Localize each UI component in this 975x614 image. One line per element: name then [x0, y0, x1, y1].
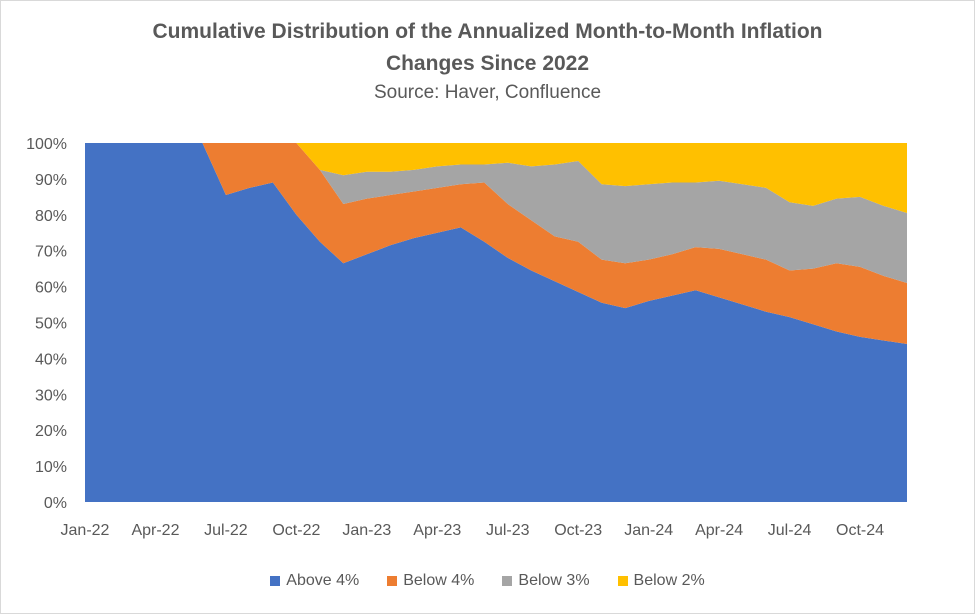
- y-tick-label: 10%: [35, 459, 67, 476]
- x-tick-label: Apr-22: [131, 522, 179, 539]
- y-tick-label: 80%: [35, 208, 67, 225]
- x-tick-label: Oct-23: [554, 522, 602, 539]
- y-tick-label: 30%: [35, 387, 67, 404]
- legend-swatch: [270, 576, 281, 586]
- legend: Above 4% Below 4% Below 3% Below 2%: [0, 572, 975, 590]
- x-tick-label: Jul-23: [486, 522, 530, 539]
- x-tick-label: Oct-24: [836, 522, 884, 539]
- series-area-below-2: [85, 143, 907, 213]
- legend-label: Above 4%: [286, 572, 360, 589]
- series-area-below-3: [85, 143, 907, 284]
- legend-item: Below 2%: [617, 572, 705, 590]
- legend-swatch: [387, 576, 398, 586]
- x-tick-label: Apr-23: [413, 522, 461, 539]
- legend-item: Below 3%: [502, 572, 590, 590]
- legend-label: Below 3%: [518, 572, 590, 589]
- y-tick-label: 90%: [35, 172, 67, 189]
- legend-label: Below 4%: [403, 572, 475, 589]
- chart-title: Cumulative Distribution of the Annualize…: [0, 16, 975, 80]
- chart-title-line-2: Changes Since 2022: [385, 52, 590, 75]
- x-tick-label: Oct-22: [272, 522, 320, 539]
- legend-swatch: [502, 576, 513, 586]
- y-tick-label: 70%: [35, 244, 67, 261]
- legend-item: Below 4%: [387, 572, 474, 590]
- x-tick-label: Jul-24: [768, 522, 812, 539]
- y-tick-label: 100%: [26, 136, 67, 153]
- x-tick-label: Apr-24: [695, 522, 743, 539]
- series-area-below-4: [85, 143, 907, 345]
- y-tick-label: 20%: [35, 423, 67, 440]
- x-tick-label: Jan-22: [61, 522, 110, 539]
- y-tick-label: 0%: [44, 495, 67, 512]
- x-tick-label: Jan-23: [342, 522, 391, 539]
- series-area-above-4: [85, 143, 907, 502]
- x-tick-label: Jul-22: [204, 522, 248, 539]
- chart-title-line-1: Cumulative Distribution of the Annualize…: [152, 20, 823, 43]
- legend-label: Below 2%: [633, 572, 705, 589]
- y-tick-label: 60%: [35, 280, 67, 297]
- legend-item: Above 4%: [270, 572, 359, 590]
- x-tick-label: Jan-24: [624, 522, 673, 539]
- y-tick-label: 40%: [35, 351, 67, 368]
- y-tick-label: 50%: [35, 316, 67, 333]
- legend-swatch: [617, 576, 628, 586]
- chart-subtitle: Source: Haver, Confluence: [373, 82, 602, 103]
